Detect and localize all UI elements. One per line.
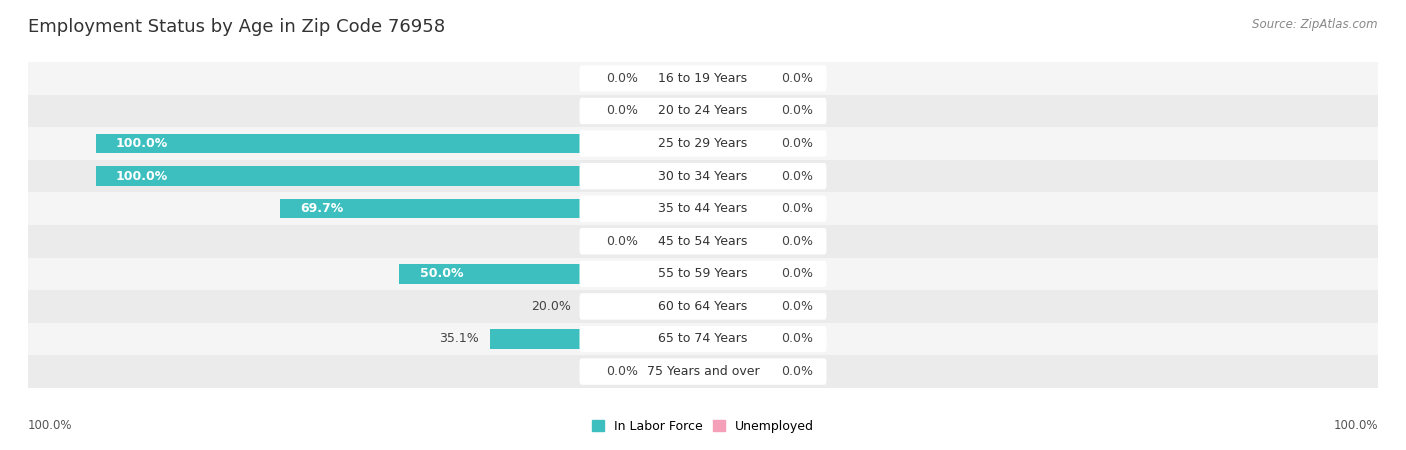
Text: 60 to 64 Years: 60 to 64 Years: [658, 300, 748, 313]
FancyBboxPatch shape: [579, 195, 827, 222]
Text: 0.0%: 0.0%: [782, 235, 813, 248]
Text: 20 to 24 Years: 20 to 24 Years: [658, 104, 748, 117]
Text: 0.0%: 0.0%: [782, 104, 813, 117]
Text: 0.0%: 0.0%: [606, 72, 638, 85]
Text: 25 to 29 Years: 25 to 29 Years: [658, 137, 748, 150]
Text: 100.0%: 100.0%: [115, 170, 169, 183]
Bar: [703, 134, 770, 153]
Text: 65 to 74 Years: 65 to 74 Years: [658, 333, 748, 346]
Text: 35 to 44 Years: 35 to 44 Years: [658, 202, 748, 215]
FancyBboxPatch shape: [579, 293, 827, 320]
Text: 0.0%: 0.0%: [782, 137, 813, 150]
Bar: [582, 297, 703, 316]
Bar: [650, 362, 703, 381]
Bar: [703, 264, 770, 284]
Text: 55 to 59 Years: 55 to 59 Years: [658, 267, 748, 280]
Text: Source: ZipAtlas.com: Source: ZipAtlas.com: [1253, 18, 1378, 31]
Text: 0.0%: 0.0%: [782, 365, 813, 378]
Text: 100.0%: 100.0%: [1333, 419, 1378, 432]
FancyBboxPatch shape: [579, 326, 827, 352]
Text: 0.0%: 0.0%: [782, 202, 813, 215]
Text: 69.7%: 69.7%: [299, 202, 343, 215]
Bar: [703, 297, 770, 316]
Bar: [703, 101, 770, 121]
Text: 20.0%: 20.0%: [531, 300, 571, 313]
Text: 0.0%: 0.0%: [606, 235, 638, 248]
Text: 35.1%: 35.1%: [439, 333, 479, 346]
Bar: [28, 323, 1378, 356]
FancyBboxPatch shape: [579, 228, 827, 255]
Bar: [650, 231, 703, 251]
Bar: [96, 166, 703, 186]
Bar: [28, 127, 1378, 160]
Legend: In Labor Force, Unemployed: In Labor Force, Unemployed: [586, 414, 820, 438]
Bar: [489, 329, 703, 349]
Text: 50.0%: 50.0%: [419, 267, 463, 280]
Text: 0.0%: 0.0%: [606, 104, 638, 117]
Bar: [28, 62, 1378, 94]
Bar: [703, 231, 770, 251]
Text: 75 Years and over: 75 Years and over: [647, 365, 759, 378]
Bar: [399, 264, 703, 284]
Text: 0.0%: 0.0%: [782, 170, 813, 183]
Text: 0.0%: 0.0%: [782, 300, 813, 313]
Bar: [28, 290, 1378, 323]
Text: 0.0%: 0.0%: [782, 267, 813, 280]
Text: Employment Status by Age in Zip Code 76958: Employment Status by Age in Zip Code 769…: [28, 18, 446, 36]
Bar: [280, 199, 703, 219]
FancyBboxPatch shape: [579, 261, 827, 287]
Bar: [28, 193, 1378, 225]
Bar: [28, 356, 1378, 388]
FancyBboxPatch shape: [579, 65, 827, 92]
Bar: [28, 225, 1378, 257]
FancyBboxPatch shape: [579, 130, 827, 157]
Bar: [703, 69, 770, 88]
Bar: [650, 101, 703, 121]
FancyBboxPatch shape: [579, 98, 827, 124]
FancyBboxPatch shape: [579, 358, 827, 385]
FancyBboxPatch shape: [579, 163, 827, 189]
Bar: [703, 166, 770, 186]
Text: 0.0%: 0.0%: [606, 365, 638, 378]
Text: 30 to 34 Years: 30 to 34 Years: [658, 170, 748, 183]
Bar: [96, 134, 703, 153]
Bar: [703, 362, 770, 381]
Text: 45 to 54 Years: 45 to 54 Years: [658, 235, 748, 248]
Text: 100.0%: 100.0%: [115, 137, 169, 150]
Text: 0.0%: 0.0%: [782, 333, 813, 346]
Bar: [28, 94, 1378, 127]
Bar: [650, 69, 703, 88]
Text: 0.0%: 0.0%: [782, 72, 813, 85]
Bar: [703, 199, 770, 219]
Text: 16 to 19 Years: 16 to 19 Years: [658, 72, 748, 85]
Bar: [28, 257, 1378, 290]
Bar: [703, 329, 770, 349]
Bar: [28, 160, 1378, 193]
Text: 100.0%: 100.0%: [28, 419, 73, 432]
